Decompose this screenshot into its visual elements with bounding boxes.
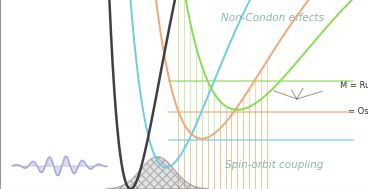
Text: = Os: = Os	[348, 107, 368, 116]
Text: Non-Condon effects: Non-Condon effects	[221, 13, 324, 23]
Text: M = Ru: M = Ru	[340, 81, 368, 90]
Text: Spin-orbit coupling: Spin-orbit coupling	[226, 160, 324, 170]
